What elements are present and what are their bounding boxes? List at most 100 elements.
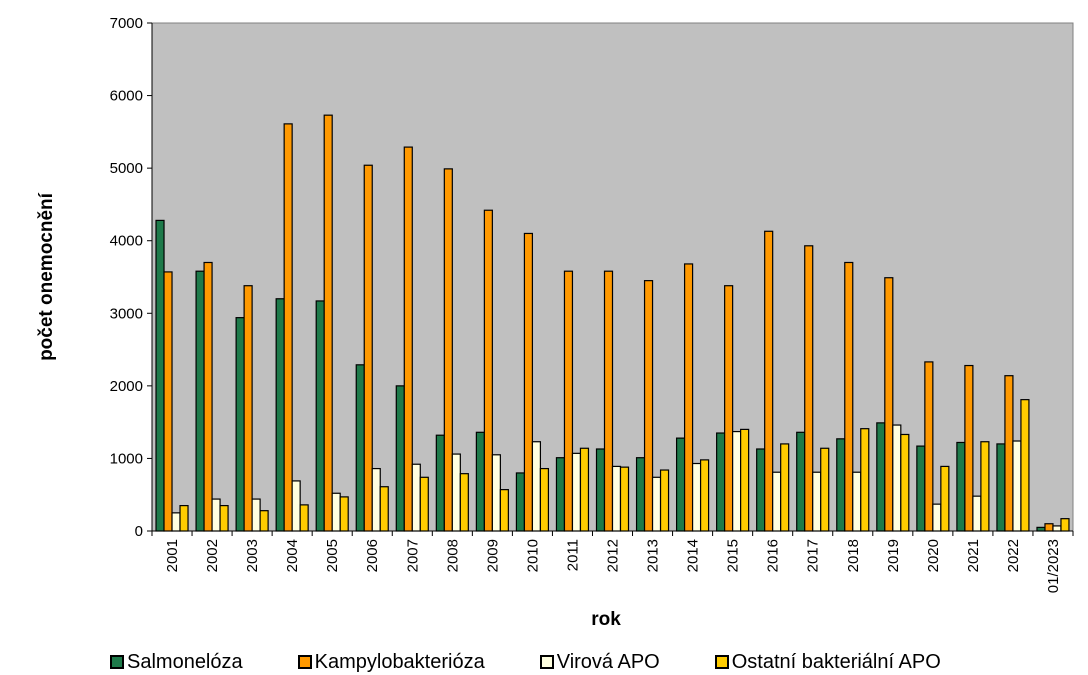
bar-4-2007	[419, 476, 429, 532]
x-tick-label: 2007	[404, 539, 421, 572]
bar-4-2008	[459, 473, 469, 532]
legend-swatch	[714, 655, 729, 669]
bar-1-2003	[235, 317, 245, 532]
bar-3-2002	[211, 498, 221, 532]
x-tick-label: 2017	[805, 539, 822, 572]
bar-2-2004	[283, 123, 293, 532]
x-tick-label: 2018	[845, 539, 862, 572]
bar-4-2013	[659, 469, 670, 532]
bar-4-2003	[259, 510, 269, 532]
bar-3-2001	[171, 512, 181, 532]
x-tick-label: 2008	[444, 539, 461, 572]
bar-3-2008	[451, 453, 461, 532]
x-tick-label: 2020	[925, 539, 942, 572]
bar-4-2005	[339, 496, 349, 532]
x-tick-label: 2003	[244, 539, 261, 572]
bar-4-2016	[780, 443, 790, 532]
x-tick-label: 2015	[725, 539, 742, 572]
bar-4-2017	[820, 447, 830, 532]
legend-label: Ostatní bakteriální APO	[731, 650, 941, 673]
bar-3-2005	[331, 492, 341, 532]
bar-1-2017	[796, 431, 806, 532]
bar-3-2013	[651, 476, 662, 532]
legend-item: Salmonelóza	[110, 651, 243, 674]
bar-2-2007	[403, 146, 413, 532]
bar-2-2006	[363, 164, 373, 532]
bar-3-2007	[411, 463, 421, 532]
bar-1-2014	[675, 437, 686, 532]
bar-4-2011	[579, 447, 590, 532]
bar-2-2005	[323, 114, 333, 532]
bar-2-2003	[243, 285, 253, 532]
x-tick-label: 2001	[164, 539, 181, 572]
x-tick-label: 2019	[885, 539, 902, 572]
bar-3-2018	[852, 471, 862, 532]
y-tick-label: 1000	[110, 450, 143, 467]
bar-4-2010	[539, 467, 550, 532]
bar-3-2004	[291, 480, 301, 532]
x-tick-label: 2021	[965, 539, 982, 572]
bar-4-2014	[699, 459, 710, 532]
legend-swatch	[539, 655, 554, 669]
bar-3-2011	[571, 452, 582, 532]
bar-2-2016	[764, 230, 774, 532]
bar-3-2022	[1012, 440, 1022, 532]
bar-3-2017	[812, 471, 822, 532]
bar-1-2001	[155, 219, 165, 532]
x-tick-label: 2005	[324, 539, 341, 572]
x-tick-label: 01/2023	[1045, 539, 1062, 593]
y-tick-label: 5000	[110, 160, 143, 177]
x-tick-label: 2022	[1005, 539, 1022, 572]
bar-1-2018	[836, 438, 846, 532]
legend-swatch	[110, 655, 124, 669]
bar-3-2016	[772, 471, 782, 532]
x-tick-label: 2009	[484, 539, 501, 572]
bar-2-2015	[724, 285, 734, 532]
bar-3-2010	[531, 441, 542, 532]
legend-label: Kampylobakterióza	[314, 650, 485, 673]
bar-1-2021	[956, 441, 966, 532]
bar-2-2017	[804, 245, 814, 532]
bar-2-2018	[844, 261, 854, 532]
y-tick-label: 3000	[110, 305, 143, 322]
bar-1-2010	[515, 472, 526, 532]
bar-4-2012	[619, 466, 630, 532]
bar-3-2009	[491, 454, 501, 532]
bar-1-2011	[555, 457, 566, 532]
bar-2-2021	[964, 364, 974, 532]
legend-item: Virová APO	[539, 650, 660, 674]
bar-3-01-2023	[1052, 525, 1062, 532]
bar-1-2006	[355, 364, 365, 532]
x-axis-title: rok	[591, 609, 621, 630]
bar-4-2019	[900, 433, 910, 532]
bar-1-2002	[195, 270, 205, 532]
y-tick-label: 2000	[110, 378, 143, 395]
bar-1-2012	[595, 448, 606, 532]
bar-2-2010	[523, 232, 534, 532]
y-tick-label: 7000	[110, 15, 143, 32]
legend-label: Virová APO	[556, 650, 660, 673]
bar-4-01-2023	[1060, 518, 1070, 532]
bar-3-2003	[251, 498, 261, 532]
bar-2-2014	[683, 263, 694, 532]
bar-2-01-2023	[1044, 523, 1054, 532]
bar-2-2009	[483, 209, 493, 532]
bar-4-2018	[860, 428, 870, 532]
x-tick-label: 2004	[284, 539, 301, 572]
x-tick-label: 2006	[364, 539, 381, 572]
x-tick-label: 2013	[645, 539, 662, 572]
bar-4-2009	[499, 489, 509, 532]
bar-2-2022	[1004, 375, 1014, 532]
y-tick-label: 4000	[110, 233, 143, 250]
bar-4-2015	[740, 428, 750, 532]
bar-1-2022	[996, 443, 1006, 532]
bar-4-2006	[379, 486, 389, 532]
legend: Salmonelóza Kampylobakterióza Virová APO Os…	[110, 650, 1088, 674]
legend-item: Kampylobakterióza	[297, 650, 485, 674]
bar-2-2019	[884, 277, 894, 532]
bar-3-2019	[892, 424, 902, 532]
x-tick-label: 2012	[605, 539, 622, 572]
bar-3-2012	[611, 465, 622, 532]
bar-2-2013	[643, 280, 654, 532]
x-tick-label: 2002	[204, 539, 221, 572]
